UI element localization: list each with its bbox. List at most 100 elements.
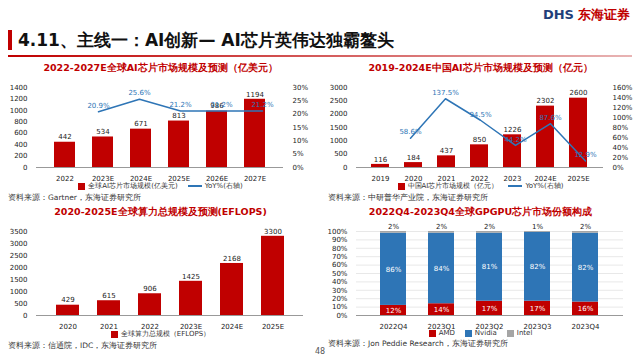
svg-text:2%: 2% [436, 223, 447, 231]
svg-text:534: 534 [96, 128, 110, 136]
svg-text:40%: 40% [613, 144, 629, 152]
svg-text:100%: 100% [613, 114, 633, 122]
svg-text:17%: 17% [530, 305, 546, 313]
svg-text:1500: 1500 [330, 124, 348, 132]
svg-text:1%: 1% [532, 223, 543, 231]
svg-text:137.5%: 137.5% [432, 89, 459, 97]
svg-text:2026E: 2026E [206, 175, 228, 183]
svg-text:10%: 10% [332, 303, 348, 311]
svg-text:2025E: 2025E [262, 323, 284, 331]
svg-text:70%: 70% [332, 253, 348, 261]
svg-text:81%: 81% [482, 263, 498, 271]
svg-text:30%: 30% [293, 84, 309, 92]
svg-text:2024E: 2024E [130, 175, 152, 183]
svg-text:80%: 80% [332, 245, 348, 253]
svg-text:2000: 2000 [10, 264, 28, 272]
svg-text:1226: 1226 [504, 126, 522, 134]
svg-text:12%: 12% [386, 307, 402, 315]
svg-text:20%: 20% [332, 295, 348, 303]
svg-text:615: 615 [102, 292, 115, 300]
svg-text:84%: 84% [434, 265, 450, 273]
svg-text:813: 813 [172, 112, 185, 120]
svg-text:5%: 5% [293, 150, 304, 158]
svg-text:25%: 25% [293, 97, 309, 105]
svg-text:116: 116 [374, 156, 388, 164]
svg-text:1400: 1400 [10, 84, 28, 92]
svg-text:21.2%: 21.2% [251, 101, 274, 109]
svg-text:2023Q3: 2023Q3 [524, 323, 552, 331]
svg-text:2019: 2019 [372, 175, 390, 183]
svg-text:1200: 1200 [10, 95, 28, 103]
svg-text:2023Q1: 2023Q1 [428, 323, 456, 331]
svg-text:82%: 82% [578, 264, 594, 272]
svg-text:2500: 2500 [330, 97, 348, 105]
svg-text:2024E: 2024E [534, 175, 556, 183]
svg-text:90%: 90% [332, 236, 348, 244]
svg-text:87.6%: 87.6% [539, 114, 562, 122]
svg-text:2021: 2021 [100, 323, 118, 331]
svg-text:500: 500 [334, 150, 347, 158]
svg-text:2023E: 2023E [92, 175, 114, 183]
svg-text:25.6%: 25.6% [128, 89, 151, 97]
svg-text:429: 429 [61, 296, 74, 304]
svg-text:10%: 10% [293, 137, 309, 145]
svg-text:2000: 2000 [330, 110, 348, 118]
svg-text:3000: 3000 [330, 84, 348, 92]
svg-text:0%: 0% [613, 164, 624, 172]
svg-text:906: 906 [143, 285, 157, 293]
svg-text:0: 0 [343, 164, 347, 172]
svg-text:82%: 82% [530, 263, 546, 271]
svg-text:140%: 140% [613, 94, 633, 102]
svg-text:600: 600 [14, 129, 27, 137]
svg-text:58.6%: 58.6% [399, 128, 422, 136]
svg-text:80%: 80% [613, 124, 629, 132]
svg-text:1500: 1500 [10, 276, 28, 284]
svg-text:671: 671 [134, 120, 147, 128]
svg-text:2021: 2021 [438, 175, 456, 183]
svg-text:15%: 15% [293, 124, 309, 132]
svg-text:60%: 60% [613, 134, 629, 142]
svg-text:12.9%: 12.9% [574, 151, 597, 159]
svg-text:200: 200 [14, 152, 27, 160]
svg-text:2023E: 2023E [180, 323, 202, 331]
svg-text:20%: 20% [293, 110, 309, 118]
svg-text:16%: 16% [578, 305, 594, 313]
svg-text:3500: 3500 [10, 228, 28, 236]
svg-text:20.9%: 20.9% [87, 102, 110, 110]
svg-text:2%: 2% [580, 223, 591, 231]
svg-text:0%: 0% [293, 164, 304, 172]
svg-text:2024E: 2024E [221, 323, 243, 331]
svg-text:2023Q2: 2023Q2 [476, 323, 504, 331]
svg-text:50%: 50% [332, 270, 348, 278]
svg-text:44.2%: 44.2% [504, 136, 527, 144]
svg-text:2022: 2022 [56, 175, 74, 183]
svg-text:30%: 30% [332, 287, 348, 295]
svg-text:2%: 2% [388, 223, 399, 231]
svg-text:400: 400 [14, 141, 27, 149]
svg-text:3300: 3300 [264, 228, 282, 236]
svg-text:2020: 2020 [59, 323, 77, 331]
svg-text:850: 850 [473, 136, 486, 144]
svg-text:160%: 160% [613, 84, 633, 92]
svg-text:2027E: 2027E [244, 175, 266, 183]
svg-text:184: 184 [407, 154, 421, 162]
svg-text:2023: 2023 [504, 175, 522, 183]
svg-text:21.2%: 21.2% [169, 101, 192, 109]
svg-text:94.5%: 94.5% [469, 110, 492, 118]
svg-text:100%: 100% [327, 228, 347, 236]
svg-text:2600: 2600 [570, 89, 588, 97]
svg-text:2022: 2022 [141, 323, 159, 331]
svg-text:60%: 60% [332, 261, 348, 269]
svg-text:2500: 2500 [10, 252, 28, 260]
svg-text:2168: 2168 [223, 255, 241, 263]
svg-text:0%: 0% [336, 312, 347, 320]
svg-text:2302: 2302 [537, 97, 555, 105]
svg-text:1000: 1000 [330, 137, 348, 145]
svg-text:500: 500 [14, 300, 27, 308]
svg-text:17%: 17% [482, 305, 498, 313]
svg-text:437: 437 [440, 147, 453, 155]
svg-text:2022: 2022 [471, 175, 489, 183]
svg-text:40%: 40% [332, 278, 348, 286]
svg-text:1194: 1194 [246, 91, 264, 99]
svg-text:3000: 3000 [10, 240, 28, 248]
